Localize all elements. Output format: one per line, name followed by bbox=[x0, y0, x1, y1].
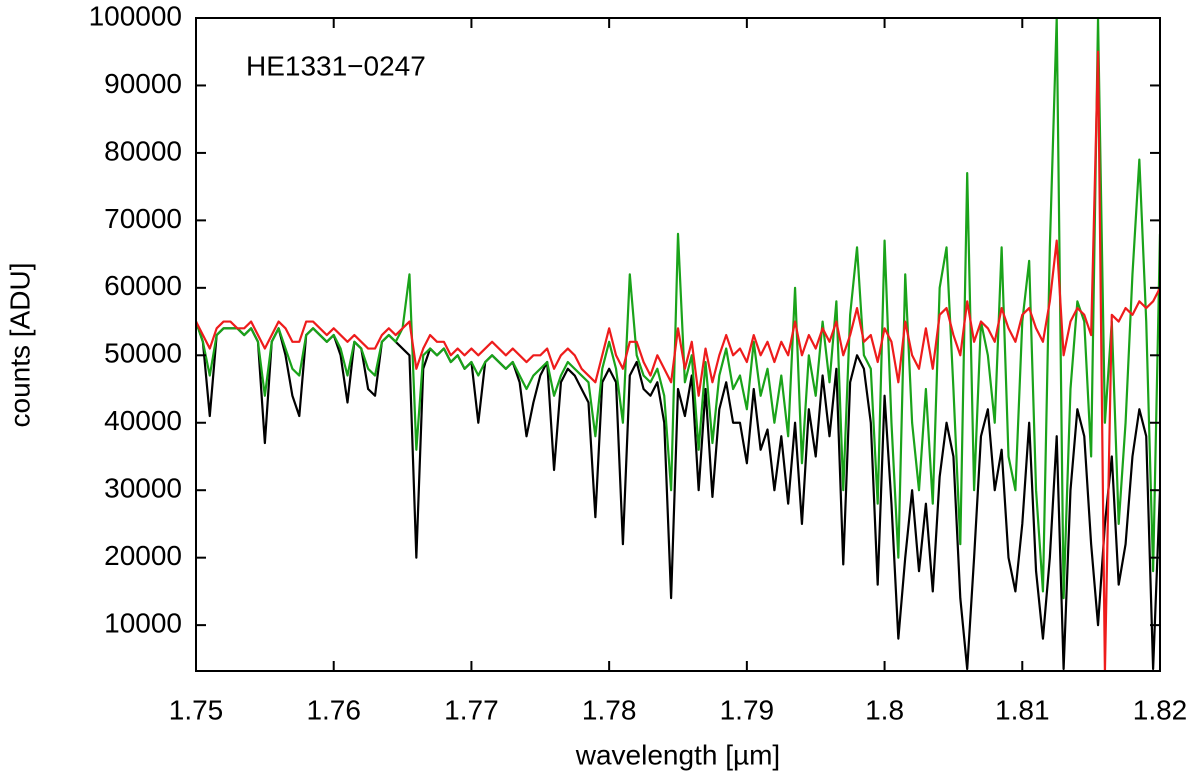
y-tick-label: 100000 bbox=[89, 0, 182, 31]
plot-frame bbox=[195, 17, 1161, 672]
y-tick-label: 60000 bbox=[104, 270, 182, 301]
x-tick-label: 1.79 bbox=[720, 694, 775, 725]
y-tick-label: 90000 bbox=[104, 68, 182, 99]
x-tick-label: 1.78 bbox=[582, 694, 637, 725]
y-tick-label: 70000 bbox=[104, 203, 182, 234]
y-tick-label: 30000 bbox=[104, 473, 182, 504]
y-axis-label: counts [ADU] bbox=[4, 263, 35, 428]
spectrum-line bbox=[196, 50, 1160, 671]
x-tick-label: 1.75 bbox=[169, 694, 224, 725]
x-tick-label: 1.8 bbox=[865, 694, 904, 725]
x-tick-label: 1.81 bbox=[995, 694, 1050, 725]
x-tick-label: 1.82 bbox=[1133, 694, 1188, 725]
y-tick-label: 10000 bbox=[104, 608, 182, 639]
x-tick-label: 1.76 bbox=[306, 694, 361, 725]
annotation: HE1331−0247 bbox=[246, 50, 426, 81]
plot-area bbox=[196, 18, 1160, 671]
y-tick-label: 80000 bbox=[104, 135, 182, 166]
x-tick-label: 1.77 bbox=[444, 694, 499, 725]
spectrum-line bbox=[196, 321, 1160, 671]
y-tick-label: 20000 bbox=[104, 540, 182, 571]
spectrum-line bbox=[196, 18, 1160, 600]
x-axis-label: wavelength [µm] bbox=[575, 739, 780, 770]
y-tick-label: 40000 bbox=[104, 405, 182, 436]
y-tick-label: 50000 bbox=[104, 338, 182, 369]
